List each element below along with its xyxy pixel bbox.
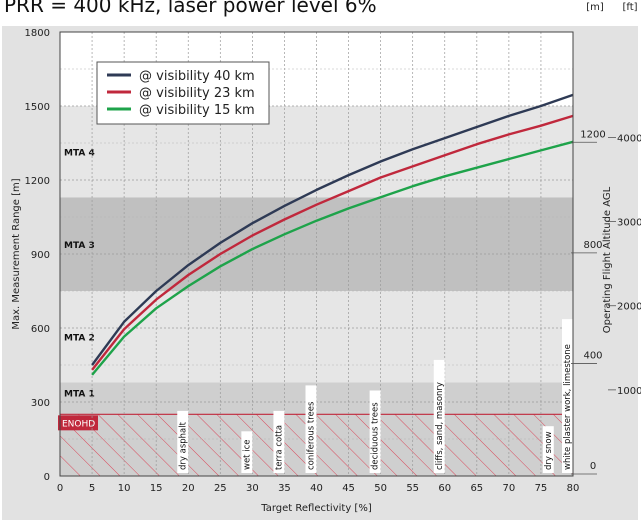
y-tick-label: 300 (31, 398, 50, 409)
meters-tick-label: 800 (583, 240, 602, 251)
mta-label: MTA 2 (64, 334, 95, 344)
mta-label: MTA 4 (64, 149, 95, 159)
legend-entry: @ visibility 40 km (139, 69, 255, 84)
x-tick-label: 70 (503, 483, 516, 494)
y-tick-label: 1800 (25, 28, 50, 39)
enohd-badge (58, 415, 98, 431)
meters-tick-label: 0 (590, 461, 596, 472)
mta-label: MTA 1 (64, 389, 95, 399)
surface-label-bg (273, 410, 285, 473)
y-tick-label: 1500 (25, 102, 50, 113)
chart-title: PRR = 400 kHz, laser power level 6% (4, 0, 377, 17)
x-tick-label: 30 (246, 483, 259, 494)
x-tick-label: 55 (406, 483, 419, 494)
x-tick-label: 0 (57, 483, 63, 494)
x-tick-label: 5 (89, 483, 95, 494)
meters-tick-label: 400 (583, 350, 602, 361)
surface-label-bg (241, 431, 253, 473)
legend-entry: @ visibility 23 km (139, 86, 255, 101)
x-tick-label: 20 (182, 483, 195, 494)
surface-label: terra cotta (274, 425, 284, 470)
legend-entry: @ visibility 15 km (139, 103, 255, 118)
secondary-axis-title: Operating Flight Altitude AGL (602, 186, 613, 333)
feet-tick-label: 4000 (617, 133, 641, 144)
x-tick-label: 65 (470, 483, 483, 494)
x-tick-label: 40 (310, 483, 323, 494)
surface-label: coniferous trees (307, 401, 317, 470)
surface-label-bg (177, 410, 189, 473)
y-tick-label: 1200 (25, 176, 50, 187)
feet-tick-label: 3000 (617, 218, 641, 229)
y-tick-label: 600 (31, 324, 50, 335)
x-tick-label: 45 (342, 483, 355, 494)
feet-tick-label: 1000 (617, 386, 641, 397)
plot-border (59, 31, 574, 477)
mta-label: MTA 3 (64, 241, 95, 251)
y-tick-label: 0 (44, 472, 50, 483)
feet-tick-label: 2000 (617, 302, 641, 313)
x-axis-title: Target Reflectivity [%] (260, 503, 372, 514)
y-tick-label: 900 (31, 250, 50, 261)
surface-label: dry snow (544, 431, 554, 470)
surface-label: white plaster work, limestone (563, 344, 573, 470)
x-tick-label: 35 (278, 483, 291, 494)
x-tick-label: 60 (438, 483, 451, 494)
meters-tick-label: 1200 (580, 129, 605, 140)
y-axis-title: Max. Measurement Range [m] (11, 178, 22, 329)
surface-label: dry asphalt (178, 421, 188, 470)
x-tick-label: 15 (150, 483, 163, 494)
x-tick-label: 10 (118, 483, 131, 494)
surface-label-bg (369, 390, 381, 473)
surface-label-bg (433, 359, 445, 473)
enohd-label: ENOHD (62, 419, 95, 429)
x-tick-label: 75 (535, 483, 548, 494)
x-tick-label: 25 (214, 483, 227, 494)
surface-label: wet ice (242, 440, 252, 470)
surface-label: deciduous trees (371, 402, 381, 470)
x-tick-label: 50 (374, 483, 387, 494)
series-line (91, 93, 574, 366)
surface-label: cliffs, sand, masonry (435, 382, 445, 470)
series-line (91, 114, 574, 371)
surface-label-bg (305, 385, 317, 473)
series-line (91, 140, 574, 376)
meters-unit-label: [m] (586, 2, 604, 13)
surface-label-bg (542, 426, 554, 473)
feet-unit-label: [ft] (622, 2, 637, 13)
x-tick-label: 80 (567, 483, 580, 494)
surface-label-bg (562, 319, 573, 473)
